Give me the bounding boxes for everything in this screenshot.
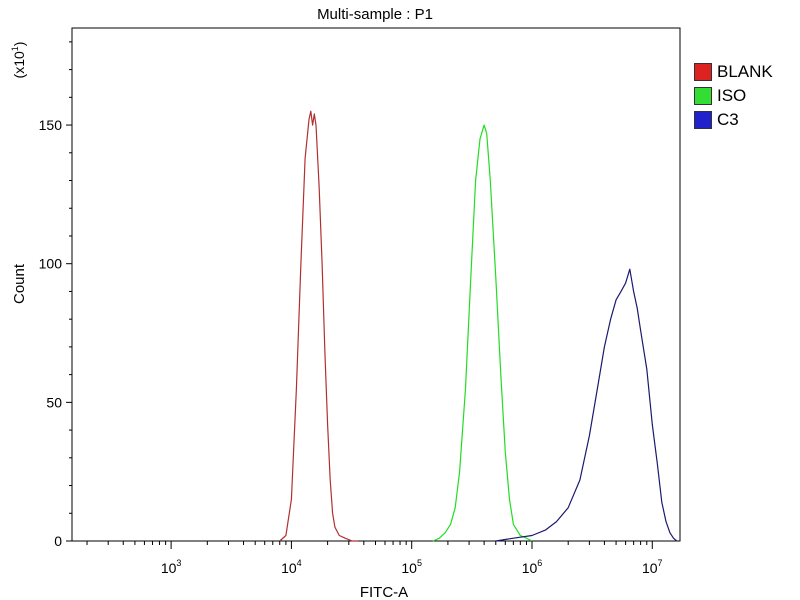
series-line-iso: [432, 124, 533, 542]
series-line-c3: [495, 268, 678, 542]
legend-swatch-blank: [694, 63, 712, 81]
legend: BLANK ISO C3: [694, 60, 773, 132]
x-tick-label: 104: [281, 558, 302, 576]
y-tick-label: 0: [54, 533, 62, 549]
x-tick-label: 106: [522, 558, 543, 576]
x-axis-label: FITC-A: [360, 584, 408, 600]
series-line-blank: [279, 110, 359, 542]
legend-item-c3: C3: [694, 108, 773, 132]
y-axis-multiplier: (x101): [10, 42, 27, 79]
legend-item-iso: ISO: [694, 84, 773, 108]
x-tick-label: 103: [161, 558, 182, 576]
legend-label-c3: C3: [717, 110, 739, 129]
y-tick-label: 100: [39, 256, 63, 272]
legend-item-blank: BLANK: [694, 60, 773, 84]
x-tick-label: 107: [642, 558, 663, 576]
chart-title: Multi-sample : P1: [317, 6, 433, 23]
legend-swatch-iso: [694, 87, 712, 105]
y-axis-label: Count: [11, 263, 28, 304]
y-tick-label: 150: [39, 117, 63, 133]
y-tick-label: 50: [46, 394, 62, 410]
x-tick-label: 105: [401, 558, 422, 576]
legend-label-blank: BLANK: [717, 62, 773, 81]
legend-swatch-c3: [694, 111, 712, 129]
legend-label-iso: ISO: [717, 86, 747, 105]
plot-frame: [71, 27, 681, 542]
